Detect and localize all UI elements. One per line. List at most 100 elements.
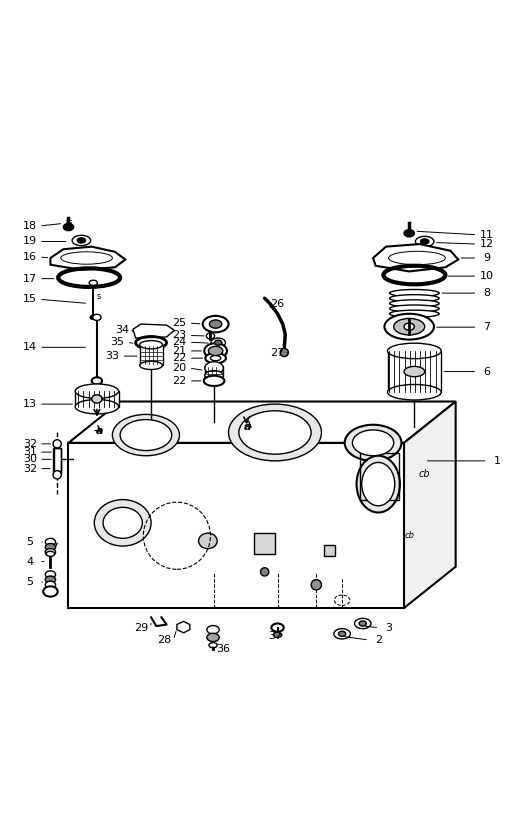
Text: 9: 9 [483,253,490,263]
Text: 22: 22 [172,353,187,363]
Text: 21: 21 [172,346,186,356]
Ellipse shape [45,576,56,583]
Polygon shape [177,621,190,633]
Text: 30: 30 [23,455,37,465]
Ellipse shape [214,340,222,345]
Ellipse shape [45,570,56,578]
Ellipse shape [404,323,414,330]
Text: 23: 23 [172,330,186,340]
Ellipse shape [75,399,118,414]
Ellipse shape [404,366,425,377]
Text: 32: 32 [23,439,37,449]
Ellipse shape [205,362,223,374]
Text: 18: 18 [23,221,37,231]
Circle shape [53,470,61,479]
Bar [69,443,404,608]
Ellipse shape [359,620,366,626]
Ellipse shape [385,314,434,339]
Ellipse shape [388,343,441,359]
Polygon shape [373,244,458,271]
Polygon shape [50,247,125,270]
Ellipse shape [390,294,439,302]
Ellipse shape [140,361,162,369]
Ellipse shape [390,299,439,307]
Text: a: a [244,422,252,432]
Ellipse shape [210,320,222,329]
Ellipse shape [89,280,98,285]
Ellipse shape [390,310,439,318]
Polygon shape [69,401,456,443]
Ellipse shape [338,631,346,636]
Ellipse shape [334,629,350,639]
Text: 19: 19 [23,237,37,247]
Ellipse shape [92,377,102,384]
Ellipse shape [390,305,439,312]
Ellipse shape [77,238,86,243]
Text: 14: 14 [23,342,37,352]
Text: 37: 37 [268,631,282,641]
Ellipse shape [43,586,58,596]
Ellipse shape [45,544,56,550]
Text: 16: 16 [23,252,37,262]
Text: 13: 13 [23,399,37,409]
Text: 2: 2 [375,635,382,645]
Bar [324,545,335,556]
Bar [388,351,441,392]
Ellipse shape [113,414,180,455]
Ellipse shape [75,384,118,399]
Ellipse shape [90,315,97,319]
Ellipse shape [415,236,434,247]
Text: 7: 7 [483,322,490,332]
Text: cb: cb [404,531,414,540]
Ellipse shape [204,375,224,386]
Text: 20: 20 [172,363,186,373]
Ellipse shape [211,355,221,361]
Ellipse shape [207,333,214,339]
Circle shape [311,580,321,590]
Text: s: s [97,292,101,301]
Circle shape [280,349,289,357]
Ellipse shape [228,404,321,461]
Ellipse shape [362,462,395,505]
Ellipse shape [239,411,311,455]
Ellipse shape [209,346,223,355]
Polygon shape [404,401,456,608]
Text: 25: 25 [172,318,186,328]
Ellipse shape [207,626,219,634]
Text: 11: 11 [480,230,494,239]
Ellipse shape [420,239,429,244]
Ellipse shape [63,224,74,231]
Text: 34: 34 [116,325,130,335]
Ellipse shape [388,384,441,400]
Text: a: a [96,426,103,436]
Ellipse shape [93,314,101,320]
Text: 5: 5 [26,537,33,547]
Ellipse shape [206,353,226,364]
Text: 24: 24 [172,337,187,347]
Text: 32: 32 [23,464,37,474]
Text: 28: 28 [157,635,171,645]
Text: 3: 3 [385,623,392,633]
Text: cb: cb [419,469,430,479]
Circle shape [53,440,61,448]
Ellipse shape [345,425,402,461]
Polygon shape [133,324,174,338]
Ellipse shape [45,538,56,545]
Ellipse shape [204,343,227,359]
Ellipse shape [390,289,439,297]
Ellipse shape [271,624,284,631]
Bar [75,391,118,407]
Ellipse shape [94,500,151,546]
Text: 4: 4 [26,556,33,566]
Text: 15: 15 [23,294,37,304]
Text: 22: 22 [172,376,187,386]
Bar [205,366,223,375]
Ellipse shape [211,338,225,347]
Ellipse shape [352,430,394,455]
Text: 8: 8 [483,288,490,298]
Ellipse shape [45,549,56,556]
Text: 36: 36 [216,645,230,655]
Ellipse shape [205,370,223,381]
Text: 29: 29 [134,623,148,633]
Ellipse shape [354,618,371,629]
